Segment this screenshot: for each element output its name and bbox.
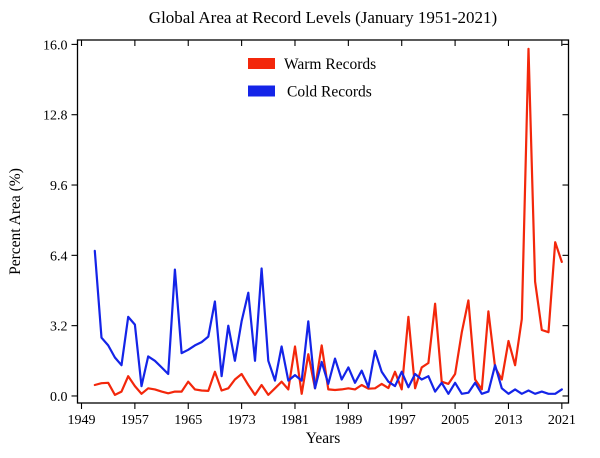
x-tick-label: 1949 — [68, 413, 96, 428]
y-tick-label: 12.8 — [43, 109, 68, 124]
x-tick-label: 1981 — [281, 413, 309, 428]
data-series — [93, 47, 563, 396]
y-tick-label: 9.6 — [50, 179, 68, 194]
y-tick-labels: 0.0 3.2 6.4 9.6 12.8 16.0 — [43, 38, 68, 405]
x-tick-label: 1989 — [334, 413, 362, 428]
warm-records-swatch — [248, 58, 275, 69]
cold-records-line — [93, 249, 563, 395]
cold-records-legend-label: Cold Records — [287, 84, 372, 101]
x-tick-labels: 1949 1957 1965 1973 1981 1989 1997 2005 2013 2021 — [68, 413, 576, 428]
x-tick-label: 2005 — [441, 413, 469, 428]
warm-records-legend-label: Warm Records — [284, 56, 376, 73]
cold-records-swatch — [248, 85, 275, 97]
x-tick-label: 2021 — [548, 413, 576, 428]
y-tick-label: 0.0 — [50, 390, 68, 405]
x-tick-label: 1957 — [121, 413, 149, 428]
x-tick-label: 2013 — [494, 413, 522, 428]
x-tick-label: 1997 — [388, 413, 416, 428]
plot-frame — [76, 39, 570, 404]
y-tick-label: 6.4 — [50, 249, 68, 264]
x-axis-label: Years — [306, 430, 341, 447]
chart-title: Global Area at Record Levels (January 19… — [149, 8, 497, 27]
x-tick-label: 1973 — [228, 413, 256, 428]
legend: Warm Records Cold Records — [248, 56, 376, 101]
axis-ticks — [71, 40, 569, 409]
y-axis-label: Percent Area (%) — [7, 168, 24, 275]
warm-records-line — [93, 47, 563, 396]
y-tick-label: 3.2 — [50, 320, 68, 335]
y-tick-label: 16.0 — [43, 38, 68, 53]
x-tick-label: 1965 — [174, 413, 202, 428]
